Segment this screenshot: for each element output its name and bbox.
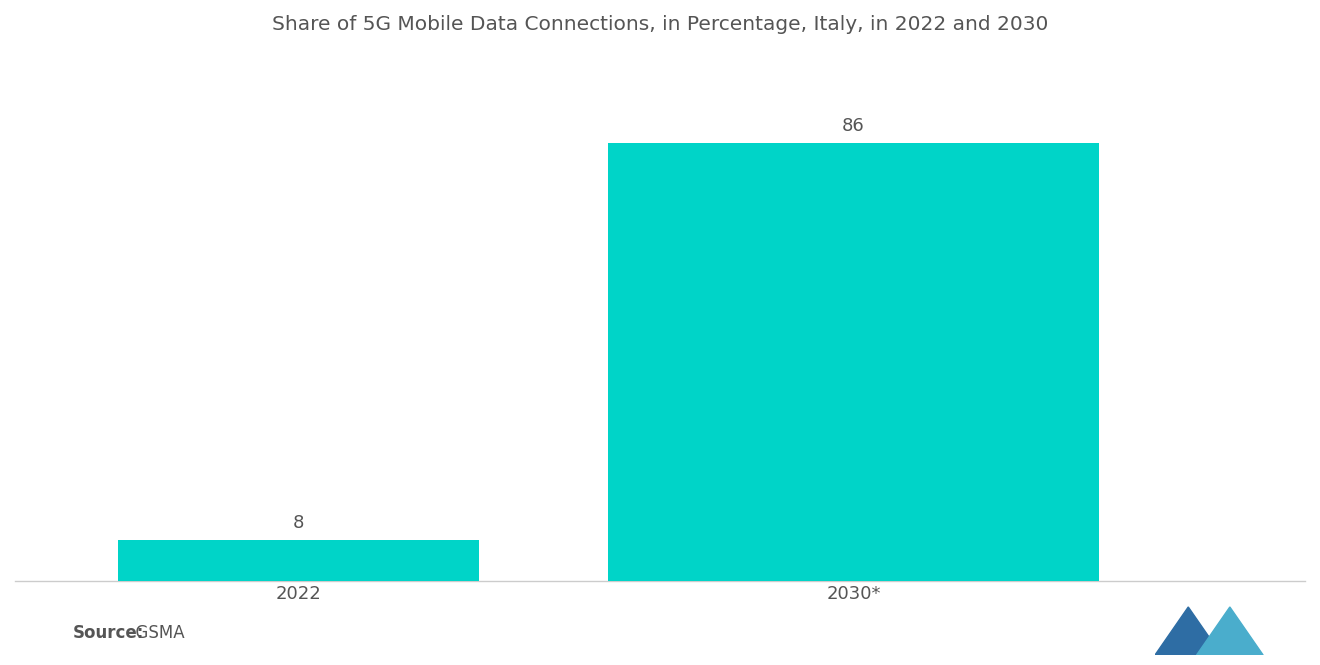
Title: Share of 5G Mobile Data Connections, in Percentage, Italy, in 2022 and 2030: Share of 5G Mobile Data Connections, in … (272, 15, 1048, 34)
Text: 86: 86 (842, 117, 865, 135)
Bar (119, 540, 479, 581)
Bar (609, 143, 1098, 581)
Polygon shape (1155, 607, 1221, 655)
Text: 8: 8 (293, 514, 305, 532)
Text: GSMA: GSMA (125, 624, 185, 642)
Text: Source:: Source: (73, 624, 144, 642)
Polygon shape (1196, 607, 1263, 655)
